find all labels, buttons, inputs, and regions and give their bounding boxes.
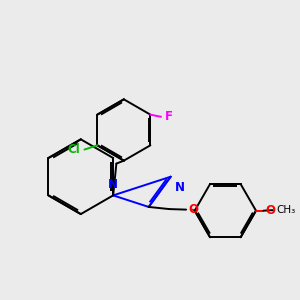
Text: O: O	[188, 202, 198, 216]
Text: CH₃: CH₃	[276, 205, 296, 214]
Text: N: N	[108, 178, 118, 191]
Text: F: F	[165, 110, 173, 123]
Text: O: O	[266, 204, 276, 217]
Text: N: N	[175, 181, 185, 194]
Text: Cl: Cl	[68, 143, 80, 156]
